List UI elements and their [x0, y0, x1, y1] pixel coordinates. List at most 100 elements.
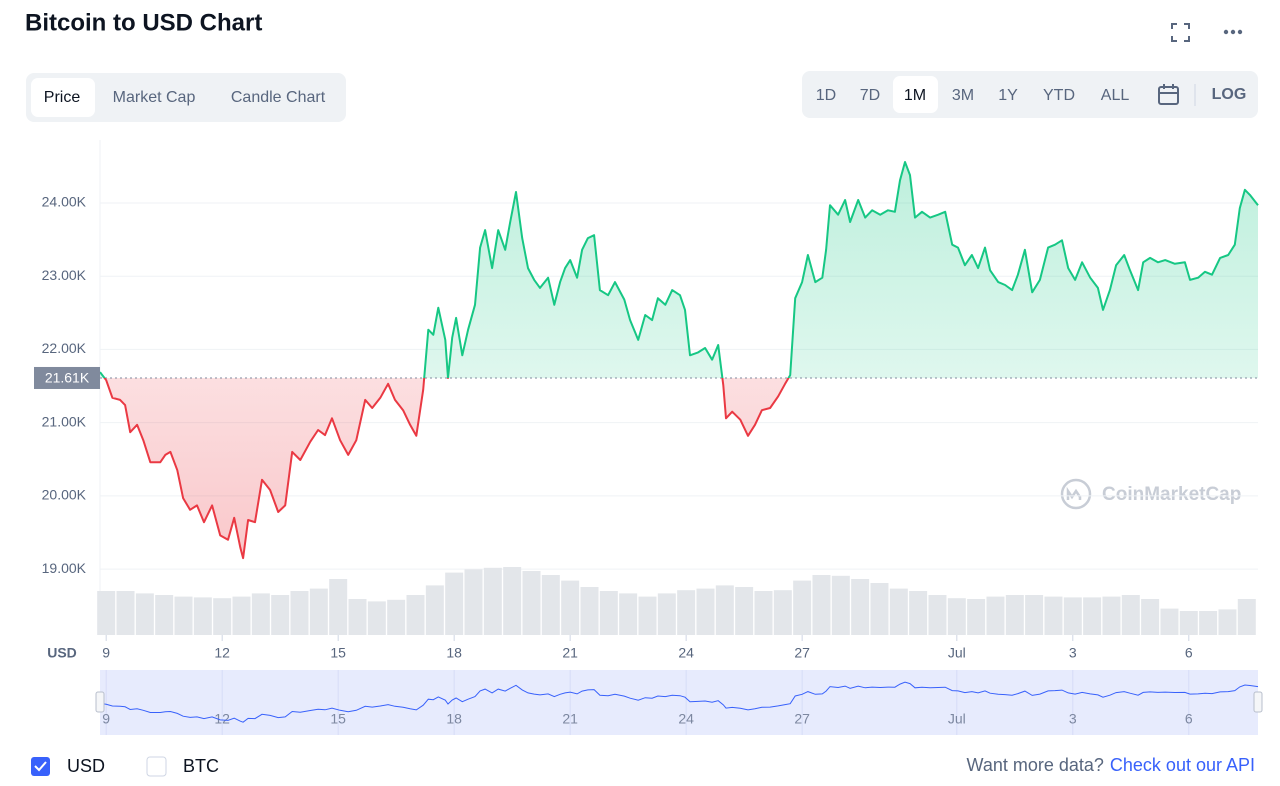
y-tick-label: 19.00K: [42, 560, 87, 576]
volume-bar: [406, 595, 425, 635]
currency-label[interactable]: USD: [67, 756, 105, 776]
volume-bar: [580, 587, 599, 635]
volume-bar: [425, 585, 444, 635]
x-tick-label: 21: [562, 645, 578, 661]
y-unit: USD: [47, 645, 77, 661]
volume-bar: [232, 596, 251, 635]
navigator-label: 3: [1069, 711, 1077, 727]
volume-bar: [348, 599, 367, 635]
volume-bar: [754, 591, 773, 635]
volume-bar: [271, 595, 290, 635]
volume-bar: [986, 596, 1005, 635]
volume-bar: [541, 575, 560, 635]
x-tick-label: 15: [330, 645, 346, 661]
volume-bar: [445, 572, 464, 635]
range-button[interactable]: YTD: [1043, 87, 1075, 104]
baseline-label-bg: [34, 366, 100, 389]
navigator-label: 18: [446, 711, 462, 727]
checkbox[interactable]: [146, 756, 167, 777]
volume-bar: [967, 599, 986, 635]
volume-bar: [309, 588, 328, 635]
volume-bar: [522, 571, 541, 635]
volume-bar: [1121, 595, 1140, 635]
api-link[interactable]: Check out our API: [1110, 755, 1255, 775]
footer-prompt: Want more data?: [967, 755, 1104, 775]
volume-bar: [715, 585, 734, 635]
area-down: [100, 377, 1258, 559]
navigator-label: 21: [562, 711, 578, 727]
volume-bar: [193, 597, 212, 635]
x-tick-label: 6: [1185, 645, 1193, 661]
navigator-line: [99, 681, 1259, 723]
volume-bar: [831, 575, 850, 635]
checkbox-checked[interactable]: [31, 757, 50, 776]
range-button[interactable]: 1M: [904, 87, 926, 104]
tab[interactable]: Candle Chart: [231, 89, 326, 106]
volume-bar: [1237, 599, 1256, 635]
x-tick-label: 12: [214, 645, 230, 661]
navigator-handle[interactable]: [95, 691, 105, 713]
calendar-icon[interactable]: [1158, 84, 1179, 105]
watermark-logo: [1060, 478, 1092, 510]
navigator-bg: [100, 670, 1258, 735]
volume-bar: [1141, 599, 1160, 635]
volume-bar: [870, 583, 889, 635]
log-button[interactable]: LOG: [1212, 86, 1247, 103]
y-tick-label: 22.00K: [42, 340, 87, 356]
volume-bar: [793, 580, 812, 635]
range-active-bg: [893, 76, 938, 113]
volume-bar: [1199, 611, 1218, 635]
area-up: [100, 162, 1258, 378]
range-button[interactable]: 7D: [860, 87, 880, 104]
volume-bar: [928, 595, 947, 635]
volume-bar: [696, 588, 715, 635]
watermark: CoinMarketCap: [1102, 484, 1241, 505]
navigator-label: 9: [102, 711, 110, 727]
tab[interactable]: Market Cap: [113, 89, 196, 106]
price-line-down: [103, 377, 790, 560]
range-button[interactable]: 3M: [952, 87, 974, 104]
x-tick-label: 27: [794, 645, 810, 661]
fullscreen-icon[interactable]: [1171, 23, 1190, 42]
currency-label[interactable]: BTC: [183, 756, 219, 776]
volume-bar: [735, 587, 754, 635]
volume-bar: [97, 591, 116, 635]
tab[interactable]: Price: [44, 89, 81, 106]
volume-bar: [599, 591, 618, 635]
volume-bar: [464, 569, 483, 635]
x-tick-label: 24: [678, 645, 694, 661]
volume-bar: [387, 599, 406, 635]
volume-bar: [1179, 611, 1198, 635]
navigator-label: 12: [214, 711, 230, 727]
volume-bar: [773, 590, 792, 635]
chart-title: Bitcoin to USD Chart: [25, 9, 262, 36]
volume-bar: [1218, 609, 1237, 635]
range-button[interactable]: 1Y: [998, 87, 1018, 104]
volume-bar: [1083, 597, 1102, 635]
navigator-label: 24: [678, 711, 694, 727]
navigator-label: 6: [1185, 711, 1193, 727]
more-icon[interactable]: [1223, 29, 1243, 35]
volume-bar: [638, 596, 657, 635]
volume-bar: [1063, 597, 1082, 635]
plot-area: 19.00K 20.00K 21.00K 22.00K 23.00K 24.00K 9 12 1…: [34, 140, 1263, 735]
volume-bar: [1160, 608, 1179, 635]
volume-bar: [561, 580, 580, 635]
y-tick-label: 23.00K: [42, 267, 87, 283]
x-tick-label: 18: [446, 645, 462, 661]
x-tick-label: Jul: [948, 645, 966, 661]
volume-bar: [213, 598, 232, 635]
volume-bar: [290, 591, 309, 635]
x-tick-label: 9: [102, 645, 110, 661]
navigator-handle[interactable]: [1253, 691, 1263, 713]
volume-bar: [367, 601, 386, 635]
volume-bar: [1025, 595, 1044, 635]
range-button[interactable]: ALL: [1101, 87, 1130, 104]
volume-bar: [677, 590, 696, 635]
volume-bar: [503, 567, 522, 635]
volume-bar: [1102, 596, 1121, 635]
tab-group: [26, 73, 346, 122]
footer-text: Want more data? Check out our API: [967, 755, 1256, 775]
volume-bar: [851, 579, 870, 635]
range-button[interactable]: 1D: [816, 87, 836, 104]
